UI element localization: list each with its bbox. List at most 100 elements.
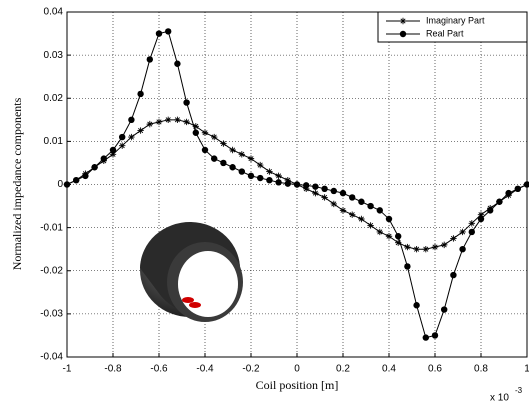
point: [330, 187, 337, 195]
point: [137, 90, 144, 98]
point: [303, 182, 310, 189]
point: [431, 243, 439, 251]
point: [468, 220, 475, 227]
point: [431, 332, 439, 339]
point: [211, 133, 218, 141]
plot-area: [63, 28, 529, 341]
point: [284, 176, 291, 184]
x-axis-label: Coil position [m]: [256, 378, 339, 392]
y-tick-label: 0.03: [44, 50, 64, 61]
point: [404, 243, 411, 251]
point: [399, 30, 407, 38]
point: [293, 181, 301, 188]
x-tick-label: 0.8: [474, 364, 488, 375]
x-tick-label: -0.4: [196, 364, 214, 375]
point: [165, 28, 172, 35]
point: [395, 239, 402, 246]
y-tick-label: 0: [57, 179, 63, 190]
legend-label: Real Part: [426, 28, 464, 38]
point: [146, 120, 153, 128]
point: [376, 207, 383, 214]
x-tick-label: -0.6: [150, 364, 168, 375]
point: [100, 155, 108, 162]
point: [266, 168, 273, 175]
y-tick-label: 0.01: [44, 136, 64, 147]
legend-label: Imaginary Part: [426, 15, 485, 25]
point: [312, 189, 319, 197]
cylinder-illustration: [140, 221, 243, 322]
point: [321, 185, 328, 193]
point: [128, 133, 135, 141]
point: [367, 222, 374, 229]
point: [413, 245, 420, 253]
point: [450, 271, 457, 279]
point: [459, 245, 466, 253]
x-tick-label: -1: [63, 364, 72, 375]
point: [339, 207, 347, 214]
point: [146, 56, 153, 63]
point: [450, 235, 457, 242]
point: [441, 306, 448, 313]
point: [73, 176, 80, 184]
point: [312, 183, 319, 190]
point: [422, 245, 429, 253]
point: [477, 211, 485, 218]
point: [183, 118, 190, 126]
y-axis-label: Normalized impedance components: [10, 97, 24, 270]
point: [275, 172, 282, 180]
point: [477, 215, 485, 223]
point: [505, 189, 512, 197]
point: [496, 198, 503, 205]
point: [385, 233, 393, 240]
point: [192, 129, 199, 136]
point: [174, 60, 181, 67]
point: [165, 116, 172, 124]
point: [358, 215, 365, 223]
point: [137, 127, 144, 134]
x-multiplier-exponent: -3: [515, 386, 523, 395]
x-tick-label: 0.6: [428, 364, 442, 375]
point: [413, 302, 420, 309]
point: [514, 185, 521, 193]
y-tick-label: -0.03: [40, 309, 63, 320]
point: [349, 194, 356, 201]
x-tick-label: 0: [294, 364, 300, 375]
x-tick-label: -0.2: [242, 364, 260, 375]
x-tick-label: 0.4: [382, 364, 396, 375]
point: [174, 116, 181, 124]
point: [349, 211, 356, 218]
point: [109, 146, 117, 154]
x-tick-label: 0.2: [336, 364, 350, 375]
point: [109, 151, 117, 158]
x-tick-label: -0.8: [104, 364, 122, 375]
point: [91, 164, 98, 171]
point: [275, 179, 282, 186]
point: [257, 161, 264, 169]
point: [201, 146, 209, 154]
point: [468, 228, 475, 236]
point: [367, 202, 374, 210]
point: [422, 334, 429, 341]
point: [523, 181, 529, 188]
point: [201, 129, 209, 136]
point: [303, 185, 310, 193]
point: [441, 241, 448, 249]
point: [211, 155, 218, 162]
point: [192, 123, 199, 130]
point: [220, 159, 227, 167]
point: [395, 233, 402, 240]
point: [266, 176, 273, 184]
y-tick-label: -0.02: [40, 265, 63, 276]
y-tick-label: 0.02: [44, 93, 64, 104]
point: [247, 155, 255, 162]
point: [229, 164, 236, 171]
point: [238, 168, 245, 175]
point: [376, 228, 383, 236]
point: [119, 142, 126, 149]
point: [128, 116, 135, 124]
point: [284, 180, 291, 187]
point: [339, 189, 347, 197]
point: [487, 207, 494, 214]
